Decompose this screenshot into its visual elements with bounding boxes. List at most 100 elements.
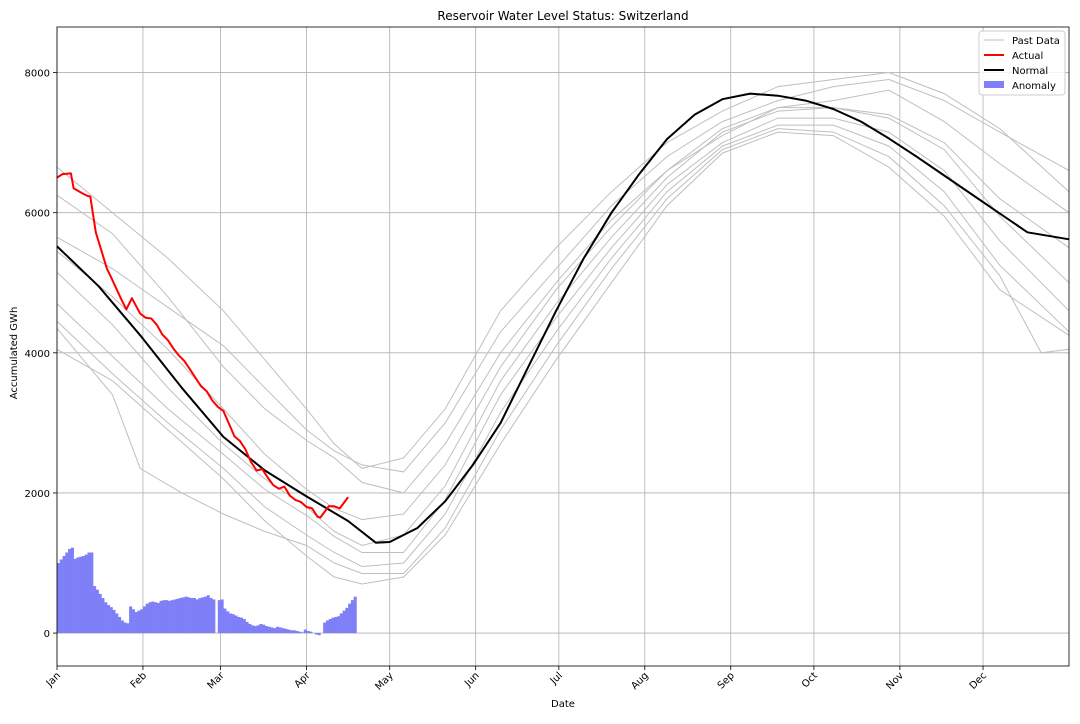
anomaly-bar [242, 619, 246, 634]
anomaly-bar [300, 632, 305, 634]
anomaly-bar [68, 548, 72, 634]
anomaly-bar [276, 626, 280, 634]
past-data-line [56, 107, 1070, 547]
y-tick-label: 8000 [25, 69, 50, 80]
anomaly-bar [79, 556, 83, 634]
anomaly-bar [104, 602, 108, 634]
grid [56, 27, 1069, 666]
past-data-line [56, 107, 1070, 521]
anomaly-bar [145, 603, 149, 634]
anomaly-bar [73, 558, 77, 634]
anomaly-bar [256, 625, 260, 634]
normal-line-group [56, 92, 1070, 544]
anomaly-bar [84, 554, 88, 634]
anomaly-bar [181, 597, 185, 634]
anomaly-bar [129, 606, 133, 634]
anomaly-bar [137, 610, 141, 634]
anomaly-bar [262, 624, 266, 634]
anomaly-bar [154, 602, 158, 634]
anomaly-bar [176, 598, 180, 634]
past-data-line [56, 89, 1070, 494]
anomaly-bar [203, 596, 208, 634]
anomaly-bar [206, 595, 210, 634]
legend: Past Data Actual Normal Anomaly [978, 30, 1066, 96]
anomaly-bar [112, 609, 116, 634]
anomaly-bar [353, 596, 357, 634]
anomaly-bar [117, 616, 122, 634]
legend-box [978, 30, 1066, 96]
anomaly-bar [253, 626, 257, 634]
anomaly-bar [59, 559, 63, 634]
y-tick-label: 4000 [25, 349, 50, 360]
anomaly-bar [187, 597, 191, 634]
anomaly-bar [198, 598, 202, 634]
anomaly-bar [62, 555, 66, 634]
y-tick-label: 2000 [25, 489, 50, 500]
anomaly-bar [337, 616, 341, 634]
anomaly-bar [134, 612, 138, 634]
anomaly-bar [281, 628, 285, 634]
anomaly-bar [165, 600, 169, 634]
anomaly-bar [331, 617, 335, 634]
actual-line-group [56, 172, 349, 519]
anomaly-bar [167, 600, 171, 634]
anomaly-bar [90, 552, 94, 634]
anomaly-bar [192, 598, 196, 634]
anomaly-bar [57, 563, 61, 634]
anomaly-bar [126, 623, 130, 634]
anomaly-bar [303, 629, 307, 634]
anomaly-bar [148, 602, 152, 634]
anomaly-bar [287, 629, 291, 634]
anomaly-bar [156, 602, 160, 634]
anomaly-bar [348, 603, 352, 634]
anomaly-bar [248, 623, 252, 634]
x-axis-label: Date [551, 699, 575, 710]
anomaly-bar [131, 609, 135, 634]
past-data-line [56, 128, 1070, 574]
anomaly-bar [101, 598, 105, 634]
anomaly-bar [278, 627, 282, 634]
anomaly-bar [309, 631, 313, 634]
anomaly-bar [109, 607, 113, 634]
anomaly-bar [106, 605, 110, 634]
anomaly-bar [323, 622, 327, 634]
anomaly-bar [173, 599, 177, 634]
anomaly-bar [87, 552, 91, 634]
anomaly-bar [245, 621, 249, 634]
anomaly-bar [289, 630, 293, 634]
anomaly-bar [140, 609, 144, 634]
anomaly-bar [115, 613, 119, 634]
past-data-line [56, 131, 1070, 585]
anomaly-bar [317, 633, 321, 636]
anomaly-bar [295, 630, 299, 634]
legend-label: Actual [1012, 51, 1043, 62]
y-tick-label: 0 [44, 629, 50, 640]
anomaly-bar [314, 633, 318, 635]
anomaly-bar [251, 625, 255, 634]
anomaly-bar [339, 613, 343, 634]
anomaly-bar [220, 599, 224, 634]
anomaly-bar [170, 600, 174, 634]
legend-label: Past Data [1012, 36, 1060, 47]
anomaly-bar [325, 620, 330, 634]
anomaly-bar [234, 615, 238, 634]
anomaly-bar [159, 600, 163, 634]
chart-title: Reservoir Water Level Status: Switzerlan… [437, 9, 688, 23]
anomaly-bar [201, 597, 205, 634]
anomaly-bar [267, 626, 271, 634]
anomaly-bar [345, 607, 349, 634]
anomaly-bar [259, 623, 263, 634]
anomaly-bar [123, 622, 127, 634]
anomaly-bar [95, 589, 99, 634]
past-data-line [56, 124, 1070, 568]
actual-line [56, 172, 349, 519]
anomaly-bars [57, 547, 357, 636]
y-tick-label: 6000 [25, 209, 50, 220]
anomaly-bar [195, 599, 199, 634]
anomaly-bar [292, 630, 296, 634]
y-ticks: 0 2000 4000 6000 8000 [25, 69, 57, 640]
anomaly-bar [76, 557, 80, 634]
anomaly-bar [226, 611, 230, 634]
